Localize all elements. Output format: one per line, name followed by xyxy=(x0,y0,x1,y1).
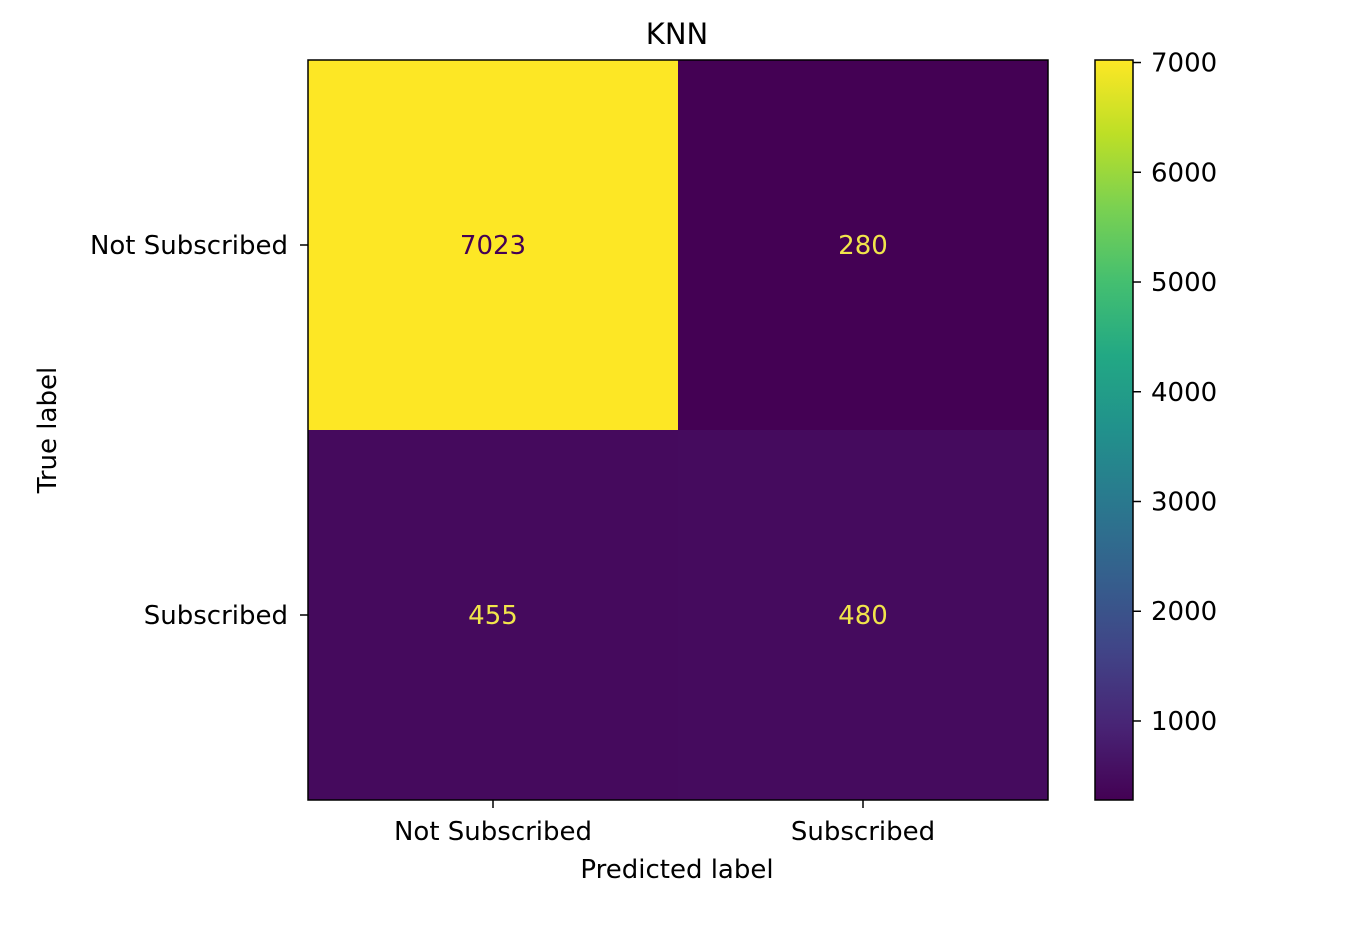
colorbar-tick-label: 3000 xyxy=(1151,487,1217,517)
colorbar-tick-label: 2000 xyxy=(1151,597,1217,627)
colorbar-tick-label: 4000 xyxy=(1151,378,1217,408)
y-tick-label: Not Subscribed xyxy=(90,231,288,261)
heatmap-cell xyxy=(678,430,1048,800)
x-tick-label: Not Subscribed xyxy=(394,817,592,847)
cell-value-label: 280 xyxy=(838,231,888,261)
heatmap-cells: 7023 280 455 480 xyxy=(308,60,1048,800)
colorbar-tick-label: 5000 xyxy=(1151,268,1217,298)
y-axis-label: True label xyxy=(33,367,63,494)
colorbar-tick-label: 6000 xyxy=(1151,158,1217,188)
heatmap-cell xyxy=(308,430,678,800)
y-axis-ticks: Not Subscribed Subscribed xyxy=(90,231,308,631)
x-axis-ticks: Not Subscribed Subscribed xyxy=(394,800,935,847)
heatmap-cell xyxy=(308,60,678,430)
y-tick-label: Subscribed xyxy=(144,601,288,631)
colorbar xyxy=(1094,59,1134,801)
cell-value-label: 455 xyxy=(468,601,518,631)
heatmap-cell xyxy=(678,60,1048,430)
x-tick-label: Subscribed xyxy=(791,817,935,847)
colorbar-tick-label: 1000 xyxy=(1151,707,1217,737)
plot-frame xyxy=(307,59,1049,801)
cell-value-label: 7023 xyxy=(460,231,526,261)
chart-title: KNN xyxy=(646,17,708,51)
colorbar-ticks: 1000 2000 3000 4000 5000 6000 7000 xyxy=(1133,49,1217,737)
cell-value-label: 480 xyxy=(838,601,888,631)
x-axis-label: Predicted label xyxy=(580,855,773,885)
colorbar-tick-label: 7000 xyxy=(1151,49,1217,79)
